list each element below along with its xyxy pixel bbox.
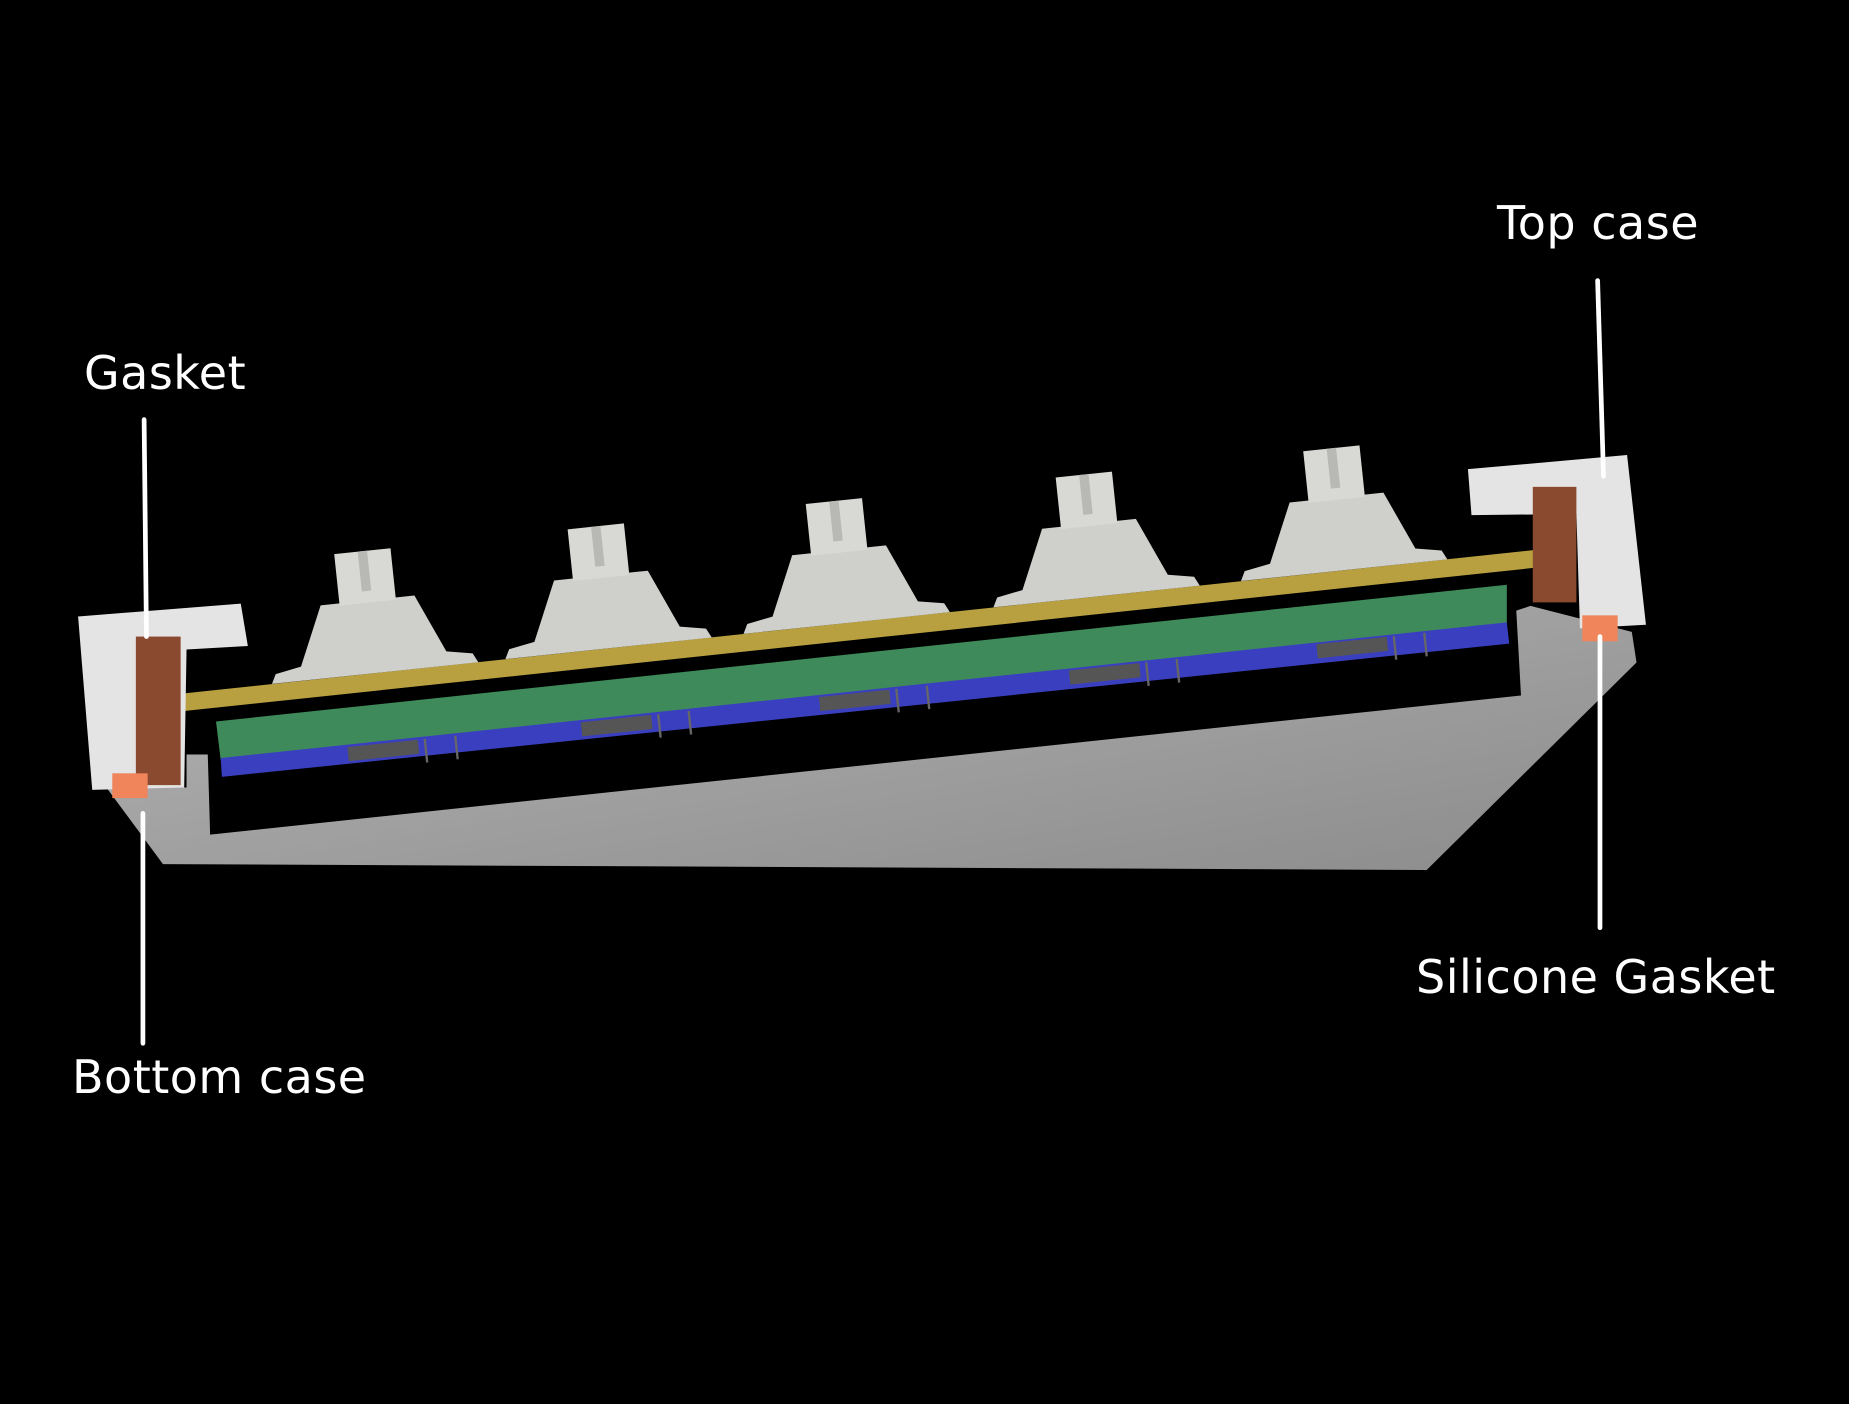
switch-bottom bbox=[580, 714, 653, 737]
label-top-case: Top case bbox=[1497, 196, 1699, 250]
switch-pin bbox=[1423, 632, 1428, 657]
switch bbox=[1240, 445, 1448, 660]
plate bbox=[141, 545, 1576, 716]
switch bbox=[743, 498, 950, 713]
switch-stem-slot bbox=[1079, 474, 1093, 515]
gasket-right bbox=[1532, 486, 1577, 603]
switch-housing bbox=[271, 595, 479, 684]
switch-pin bbox=[687, 710, 693, 735]
switch-stem-slot bbox=[829, 500, 843, 542]
switch-pin bbox=[454, 735, 459, 760]
leader-line-top-case bbox=[1595, 278, 1606, 479]
switch-stem-slot bbox=[1326, 447, 1341, 489]
switch-pin bbox=[895, 688, 900, 713]
switch-pin bbox=[423, 738, 429, 763]
switch-pin bbox=[1145, 662, 1150, 686]
switch-bottom bbox=[818, 689, 891, 712]
switch bbox=[271, 548, 479, 763]
label-bottom-case: Bottom case bbox=[72, 1050, 367, 1104]
switch bbox=[505, 523, 712, 738]
switch-housing bbox=[1240, 492, 1448, 582]
switch-pin bbox=[925, 685, 931, 710]
foam-layer bbox=[216, 584, 1507, 761]
switch-pin bbox=[1175, 659, 1181, 683]
silicone-gasket-left bbox=[112, 773, 148, 799]
switch-bottom bbox=[1316, 636, 1389, 659]
switch-bottom bbox=[1068, 663, 1141, 685]
gasket-left bbox=[135, 636, 181, 786]
label-gasket: Gasket bbox=[84, 346, 247, 400]
bottom-case bbox=[106, 605, 1637, 870]
switch bbox=[993, 471, 1200, 686]
top-case-right bbox=[1467, 455, 1646, 629]
leader-line-gasket bbox=[141, 417, 149, 639]
switch-pin bbox=[656, 714, 662, 738]
switch-pin bbox=[1392, 635, 1398, 660]
switch-housing bbox=[993, 518, 1200, 608]
switch-housing bbox=[505, 570, 712, 660]
switch-bottom bbox=[347, 739, 420, 762]
label-silicone-gasket: Silicone Gasket bbox=[1416, 950, 1776, 1004]
switch-stem-slot bbox=[591, 525, 605, 567]
switch-stem-slot bbox=[357, 550, 372, 592]
switch-housing bbox=[743, 545, 950, 634]
